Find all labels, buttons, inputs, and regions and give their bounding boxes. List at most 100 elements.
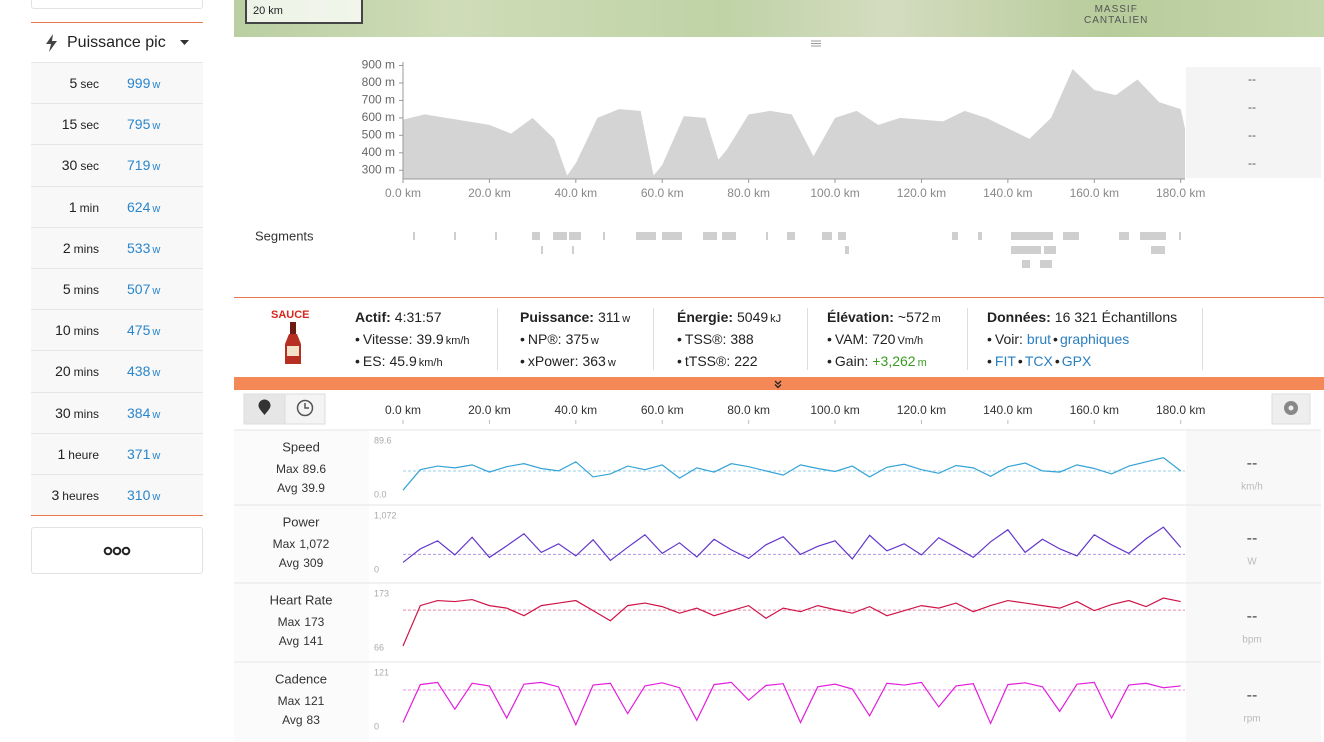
stream-readout: -- <box>1247 455 1258 472</box>
peak-row[interactable]: 20 mins 438 w <box>31 350 203 392</box>
stat-unit: km/h <box>418 357 443 369</box>
stat-head: Élévation: ~572 m <box>827 308 967 330</box>
stat-link[interactable]: FIT <box>994 353 1016 369</box>
segment <box>636 232 656 240</box>
place-line: MASSIF <box>1094 4 1138 15</box>
stream-label-bg <box>234 662 369 742</box>
stat-group: Données:16 321ÉchantillonsVoir:brutgraph… <box>987 308 1203 370</box>
peak-power: 438 w <box>127 363 160 379</box>
stream-line <box>402 597 1181 647</box>
max-value: 1,072 <box>299 537 329 551</box>
segment <box>1063 232 1079 240</box>
stat-unit: Échantillons <box>1101 309 1178 325</box>
x-tick-label: 80.0 km <box>727 403 770 417</box>
readout: -- <box>1248 156 1256 170</box>
x-tick-label: 120.0 km <box>897 403 946 417</box>
time-button[interactable] <box>284 393 326 425</box>
peak-power: 507 w <box>127 281 160 297</box>
peak-duration: 20 mins <box>31 363 99 379</box>
max-value: 89.6 <box>303 462 327 476</box>
x-tick-label: 100.0 km <box>810 403 859 417</box>
stat-label: VAM: <box>834 331 869 347</box>
peak-row[interactable]: 30 sec 719 w <box>31 144 203 186</box>
power-value: 438 <box>127 363 151 380</box>
stat-label: Voir: <box>994 331 1023 347</box>
avg-label: Avg <box>279 556 299 570</box>
peak-duration: 2 mins <box>31 240 99 256</box>
segment <box>1022 260 1030 268</box>
stat-label: Gain: <box>834 353 869 369</box>
stat-label: tTSS®: <box>684 353 731 369</box>
peak-rows: 5 sec 999 w 15 sec 795 w 30 sec 719 w 1 min 624 w 2 mins 5… <box>31 62 203 517</box>
y-tick-label: 800 m <box>362 75 395 89</box>
peak-power: 999 w <box>127 75 160 91</box>
stat-value: 39.9 <box>416 331 444 347</box>
stream-name: Cadence <box>275 671 327 686</box>
y-tick-label: 600 m <box>362 110 395 124</box>
duration-number: 10 <box>55 322 71 339</box>
peak-row[interactable]: 2 mins 533 w <box>31 226 203 268</box>
map-place: MASSIF CANTALIEN <box>1084 4 1148 26</box>
peak-row[interactable]: 30 mins 384 w <box>31 391 203 433</box>
peak-row[interactable]: 5 sec 999 w <box>31 62 203 104</box>
stat-value: ~572 <box>897 309 930 325</box>
peak-row[interactable]: 1 heure 371 w <box>31 432 203 474</box>
x-tick-label: 40.0 km <box>554 186 597 200</box>
stat-value: 363 <box>582 353 606 369</box>
duration-unit: heure <box>68 447 99 462</box>
y-tick-label: 121 <box>374 667 389 677</box>
peak-row[interactable]: 15 sec 795 w <box>31 103 203 145</box>
x-tick-label: 20.0 km <box>468 403 511 417</box>
stream-name: Speed <box>282 439 320 454</box>
gear-hole <box>1288 405 1294 411</box>
stat-value: 5049 <box>737 309 769 325</box>
stream-line <box>402 526 1182 563</box>
peak-row[interactable]: 1 min 624 w <box>31 185 203 227</box>
stream-line <box>402 681 1181 727</box>
segment <box>766 232 768 240</box>
peak-header[interactable]: Puissance pic <box>31 22 203 63</box>
stat-link[interactable]: brut <box>1026 331 1052 347</box>
more-icon <box>103 546 131 555</box>
readout: -- <box>1248 128 1256 142</box>
duration-number: 2 <box>62 239 71 256</box>
stream-avg: Avg 141 <box>279 634 324 648</box>
peak-title: Puissance pic <box>67 34 166 51</box>
stat-unit: w <box>590 335 599 347</box>
peak-power: 310 w <box>127 487 160 503</box>
duration-number: 1 <box>68 198 77 215</box>
more-button[interactable] <box>31 527 203 574</box>
segment <box>722 232 736 240</box>
readout-panel <box>1186 67 1321 178</box>
stat-unit: Vm/h <box>897 335 924 347</box>
peak-row[interactable]: 5 mins 507 w <box>31 267 203 310</box>
duration-number: 5 <box>62 281 71 298</box>
peak-row[interactable]: 3 heures 310 w <box>31 473 203 516</box>
peak-power: 624 w <box>127 199 160 215</box>
stream-readout-bg <box>1186 662 1321 742</box>
y-tick-label: 89.6 <box>374 435 392 445</box>
stat-link[interactable]: GPX <box>1053 353 1091 369</box>
drag-handle[interactable] <box>811 40 821 47</box>
stat-unit: m <box>917 357 927 369</box>
x-tick-label: 120.0 km <box>897 186 946 200</box>
peak-row[interactable]: 10 mins 475 w <box>31 309 203 351</box>
stream-max: Max 1,072 <box>273 537 330 551</box>
stat-value: 45.9 <box>389 353 417 369</box>
segment <box>572 246 574 254</box>
map-scale: 20 km <box>245 0 363 24</box>
duration-unit: sec <box>80 159 99 174</box>
avg-label: Avg <box>279 634 299 648</box>
stat-link[interactable]: TCX <box>1016 353 1053 369</box>
max-label: Max <box>276 462 299 476</box>
stat-link[interactable]: graphiques <box>1051 331 1129 347</box>
stream-label-bg <box>234 583 369 662</box>
map[interactable]: 20 km MASSIF CANTALIEN <box>234 0 1324 37</box>
segment <box>1179 232 1181 240</box>
power-unit: w <box>152 285 161 298</box>
stat-label: Vitesse: <box>362 331 413 347</box>
stat-label: ES: <box>362 353 386 369</box>
y-tick-label: 0 <box>374 564 379 574</box>
